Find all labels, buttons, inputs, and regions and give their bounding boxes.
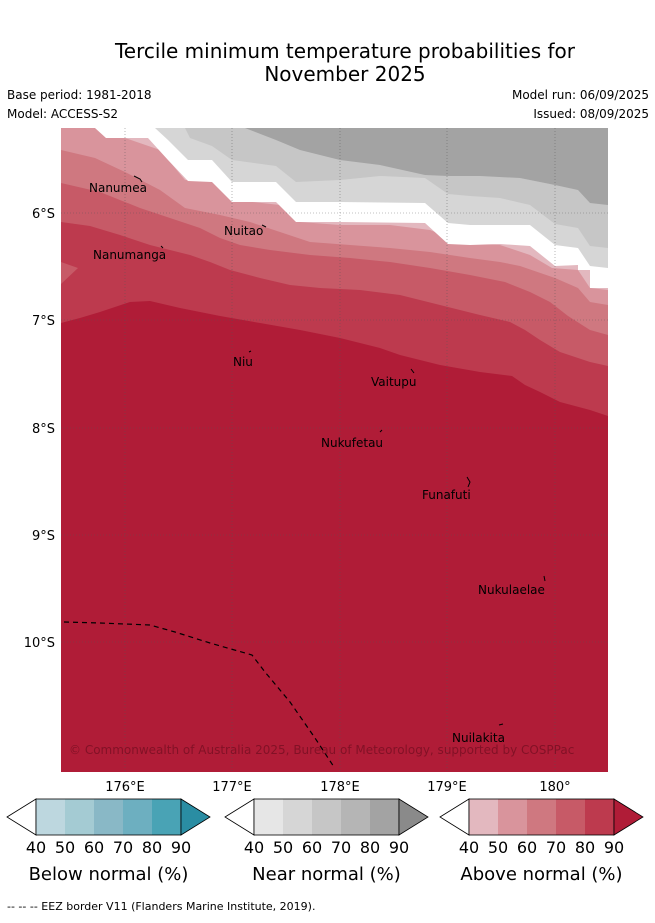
island-outlines <box>133 175 546 726</box>
place-label-niu: Niu <box>233 355 253 369</box>
legend-near-swatch <box>370 799 399 835</box>
lon-axis-labels: 176°E 177°E 178°E 179°E 180° <box>105 780 570 795</box>
eez-border <box>63 621 335 768</box>
island-nukufetau <box>379 429 383 433</box>
lon-label-176e: 176°E <box>105 780 145 795</box>
island-funafuti <box>466 476 471 488</box>
legend-above-tick: 50 <box>488 838 508 857</box>
legend-below-swatch <box>65 799 94 835</box>
legend-above-tick: 80 <box>575 838 595 857</box>
place-label-vaitupu: Vaitupu <box>371 375 417 389</box>
legend-near-tick: 40 <box>244 838 264 857</box>
legend-below-normal: 40 50 60 70 80 90 Below normal (%) <box>6 798 211 885</box>
legend-below-swatch <box>123 799 152 835</box>
island-nuilakita <box>498 723 504 726</box>
legend-below-tick: 60 <box>84 838 104 857</box>
legend-above-tick: 40 <box>459 838 479 857</box>
lon-label-178e: 178°E <box>320 780 360 795</box>
issued-date: Issued: 08/09/2025 <box>533 107 649 121</box>
copyright-notice: © Commonwealth of Australia 2025, Bureau… <box>69 743 574 757</box>
legend-near-tick: 50 <box>273 838 293 857</box>
legend-below-tick: 50 <box>55 838 75 857</box>
legend-near-tick: 80 <box>360 838 380 857</box>
lon-label-180: 180° <box>539 780 570 795</box>
map-title: Tercile minimum temperature probabilitie… <box>0 40 655 86</box>
legend-near-caption: Near normal (%) <box>252 864 401 885</box>
legend-below-tick: 70 <box>113 838 133 857</box>
place-label-nukulaelae: Nukulaelae <box>478 583 545 597</box>
legend-below-swatch <box>152 799 181 835</box>
place-label-funafuti: Funafuti <box>422 488 471 502</box>
model-run: Model run: 06/09/2025 <box>511 88 649 102</box>
legend-near-tick: 70 <box>331 838 351 857</box>
legend-above-swatch <box>498 799 527 835</box>
legend-near-swatch <box>341 799 370 835</box>
eez-footnote: -- -- -- EEZ border V11 (Flanders Marine… <box>7 900 316 913</box>
legend-above-swatch <box>556 799 585 835</box>
legend-near-low-triangle <box>224 798 255 836</box>
title-line-1: Tercile minimum temperature probabilitie… <box>114 39 576 63</box>
legend-above-normal: 40 50 60 70 80 90 Above normal (%) <box>439 798 644 885</box>
island-nuitao <box>261 224 267 228</box>
probability-field <box>61 128 608 772</box>
legend-above-swatch <box>469 799 498 835</box>
legend-above-swatch <box>527 799 556 835</box>
legend-near-swatch <box>254 799 283 835</box>
place-labels: Nanumea Nuitao Nanumanga Niu Vaitupu Nuk… <box>89 181 545 745</box>
legend-below-tick: 80 <box>142 838 162 857</box>
place-label-nuilakita: Nuilakita <box>452 731 505 745</box>
lat-axis-labels: 6°S 7°S 8°S 9°S 10°S <box>24 207 55 651</box>
legend-above-tick: 70 <box>546 838 566 857</box>
legend-below-swatch <box>36 799 65 835</box>
island-nukulaelae <box>543 575 546 582</box>
legend-near-swatch <box>283 799 312 835</box>
island-niu <box>248 350 252 353</box>
legend-above-tick: 90 <box>604 838 624 857</box>
legend-area: 40 50 60 70 80 90 Below normal (%) 40 50 60 70 80 9… <box>0 790 655 890</box>
legend-above-tick: 60 <box>517 838 537 857</box>
lon-label-179e: 179°E <box>427 780 467 795</box>
lat-label-8s: 8°S <box>32 422 55 437</box>
legend-below-high-triangle <box>180 798 211 836</box>
lat-label-7s: 7°S <box>32 314 55 329</box>
legend-above-swatch <box>585 799 614 835</box>
island-vaitupu <box>410 368 415 374</box>
place-label-nuitao: Nuitao <box>224 224 263 238</box>
lat-label-9s: 9°S <box>32 529 55 544</box>
model-name: Model: ACCESS-S2 <box>7 107 119 121</box>
legend-near-high-triangle <box>398 798 429 836</box>
legend-below-low-triangle <box>6 798 37 836</box>
legend-near-swatch <box>312 799 341 835</box>
base-period: Base period: 1981-2018 <box>7 88 152 102</box>
place-label-nanumanga: Nanumanga <box>93 248 166 262</box>
legend-below-caption: Below normal (%) <box>29 864 189 885</box>
legend-below-tick: 40 <box>26 838 46 857</box>
legend-near-tick: 90 <box>389 838 409 857</box>
legend-above-low-triangle <box>439 798 470 836</box>
legend-near-tick: 60 <box>302 838 322 857</box>
legend-near-normal: 40 50 60 70 80 90 Near normal (%) <box>224 798 429 885</box>
band-near-60 <box>245 128 608 205</box>
legend-above-high-triangle <box>613 798 644 836</box>
legend-above-caption: Above normal (%) <box>460 864 622 885</box>
legend-below-swatch <box>94 799 123 835</box>
graticule <box>61 128 608 772</box>
lat-label-10s: 10°S <box>24 636 55 651</box>
legend-below-tick: 90 <box>171 838 191 857</box>
lon-label-177e: 177°E <box>212 780 252 795</box>
place-label-nanumea: Nanumea <box>89 181 147 195</box>
island-nanumanga <box>160 245 164 249</box>
title-line-2: November 2025 <box>264 62 426 86</box>
lat-label-6s: 6°S <box>32 207 55 222</box>
place-label-nukufetau: Nukufetau <box>321 436 383 450</box>
small-patch <box>61 262 78 284</box>
island-nanumea <box>133 175 143 183</box>
